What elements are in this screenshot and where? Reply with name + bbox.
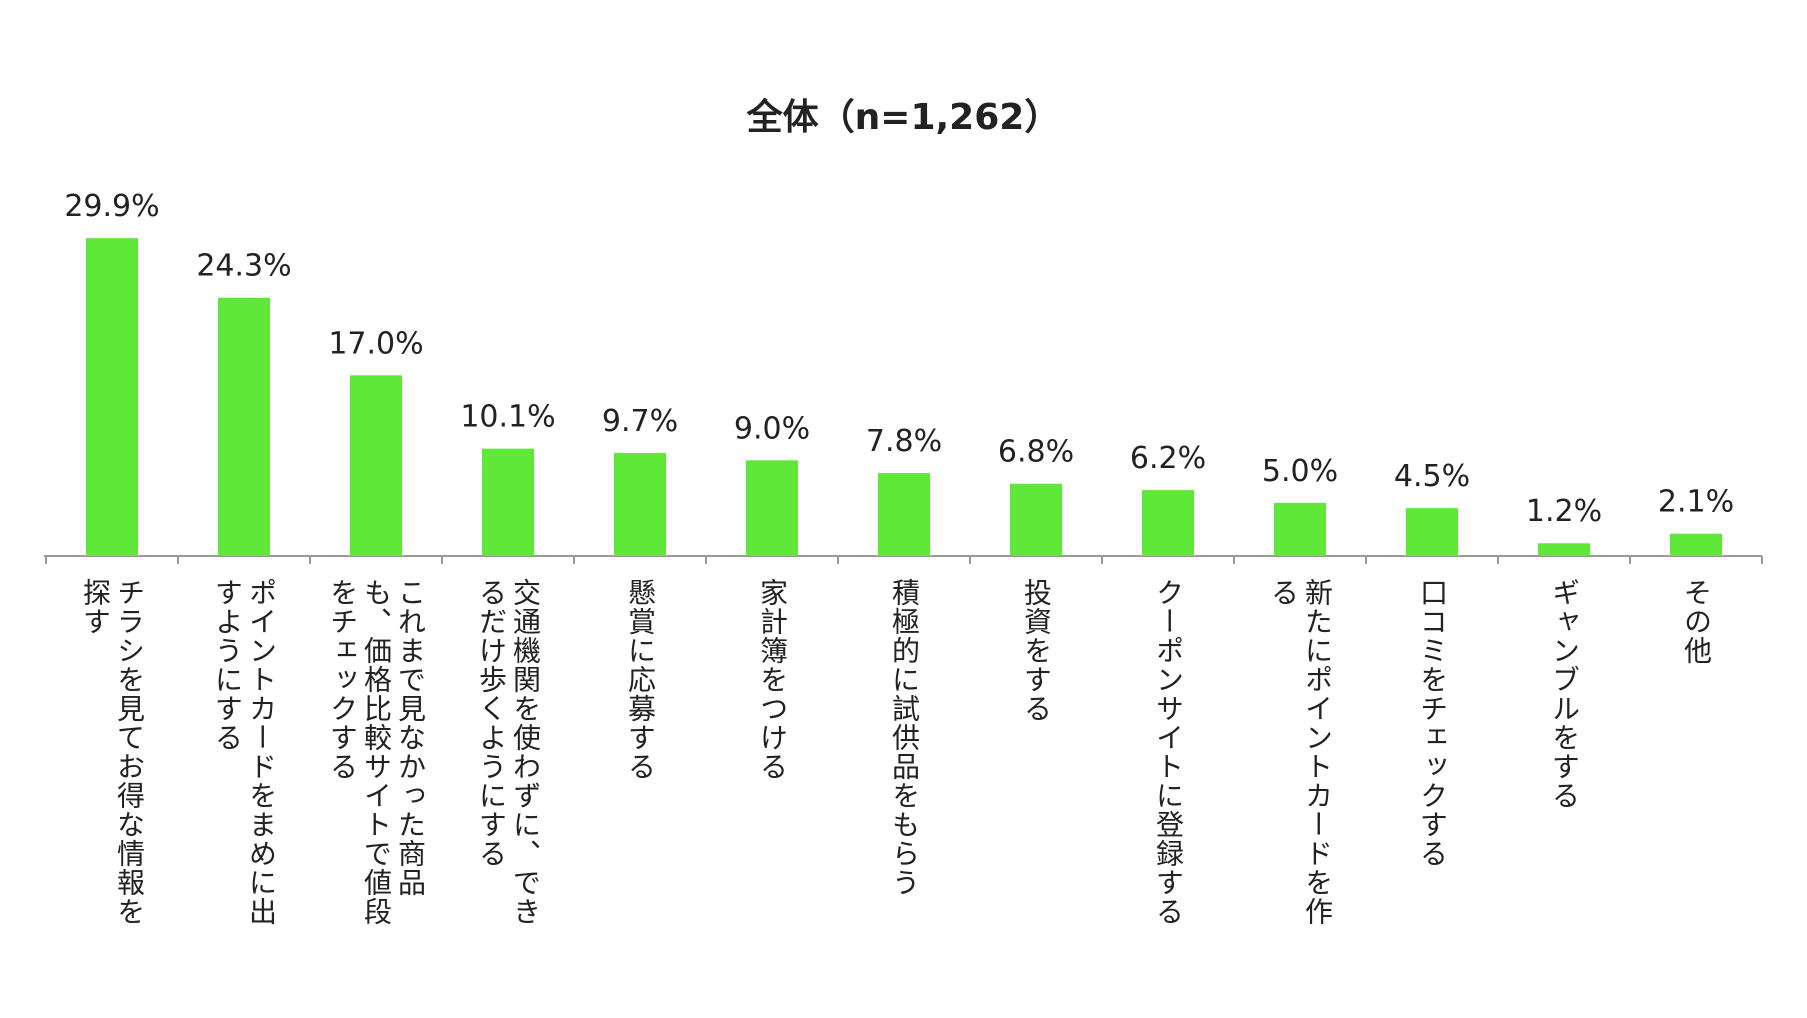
bar bbox=[1142, 490, 1194, 556]
category-label: 投資をする bbox=[1020, 578, 1053, 723]
bar bbox=[614, 452, 666, 556]
data-label: 6.8% bbox=[998, 435, 1074, 470]
category-label: ギャンブルをする bbox=[1548, 578, 1581, 810]
data-label: 10.1% bbox=[460, 400, 555, 435]
data-label: 24.3% bbox=[196, 249, 291, 284]
bar bbox=[350, 375, 402, 556]
category-label: ポイントカードをまめに出すようにする bbox=[211, 578, 278, 926]
category-label: 家計簿をつける bbox=[756, 578, 789, 781]
category-label: これまで見なかった商品も、価格比較サイトで値段をチェックする bbox=[326, 578, 427, 926]
bar bbox=[86, 238, 138, 556]
category-label: その他 bbox=[1680, 578, 1713, 665]
data-label: 9.0% bbox=[734, 411, 810, 446]
data-label: 4.5% bbox=[1394, 459, 1470, 494]
category-label: クーポンサイトに登録する bbox=[1152, 578, 1185, 926]
data-label: 17.0% bbox=[328, 326, 423, 361]
data-label: 6.2% bbox=[1130, 441, 1206, 476]
category-label: 懸賞に応募する bbox=[624, 578, 657, 781]
bar bbox=[1538, 543, 1590, 556]
bar bbox=[1274, 502, 1326, 556]
data-label: 5.0% bbox=[1262, 454, 1338, 489]
data-label: 7.8% bbox=[866, 424, 942, 459]
bar bbox=[878, 473, 930, 556]
bar bbox=[1670, 533, 1722, 556]
bar bbox=[482, 448, 534, 556]
data-label: 9.7% bbox=[602, 404, 678, 439]
bar bbox=[218, 297, 270, 556]
data-label: 29.9% bbox=[64, 189, 159, 224]
bar bbox=[1406, 508, 1458, 556]
bar bbox=[1010, 483, 1062, 556]
category-label: 新たにポイントカードを作る bbox=[1267, 578, 1334, 926]
bar bbox=[746, 460, 798, 556]
chart-title: 全体（n=1,262） bbox=[746, 97, 1061, 138]
data-label: 1.2% bbox=[1526, 494, 1602, 529]
category-label: 交通機関を使わずに、できるだけ歩くようにする bbox=[475, 578, 542, 926]
category-label: 積極的に試供品をもらう bbox=[888, 578, 921, 897]
category-label: チラシを見てお得な情報を探す bbox=[79, 578, 146, 926]
data-label: 2.1% bbox=[1658, 485, 1734, 520]
category-label: 口コミをチェックする bbox=[1416, 578, 1449, 868]
